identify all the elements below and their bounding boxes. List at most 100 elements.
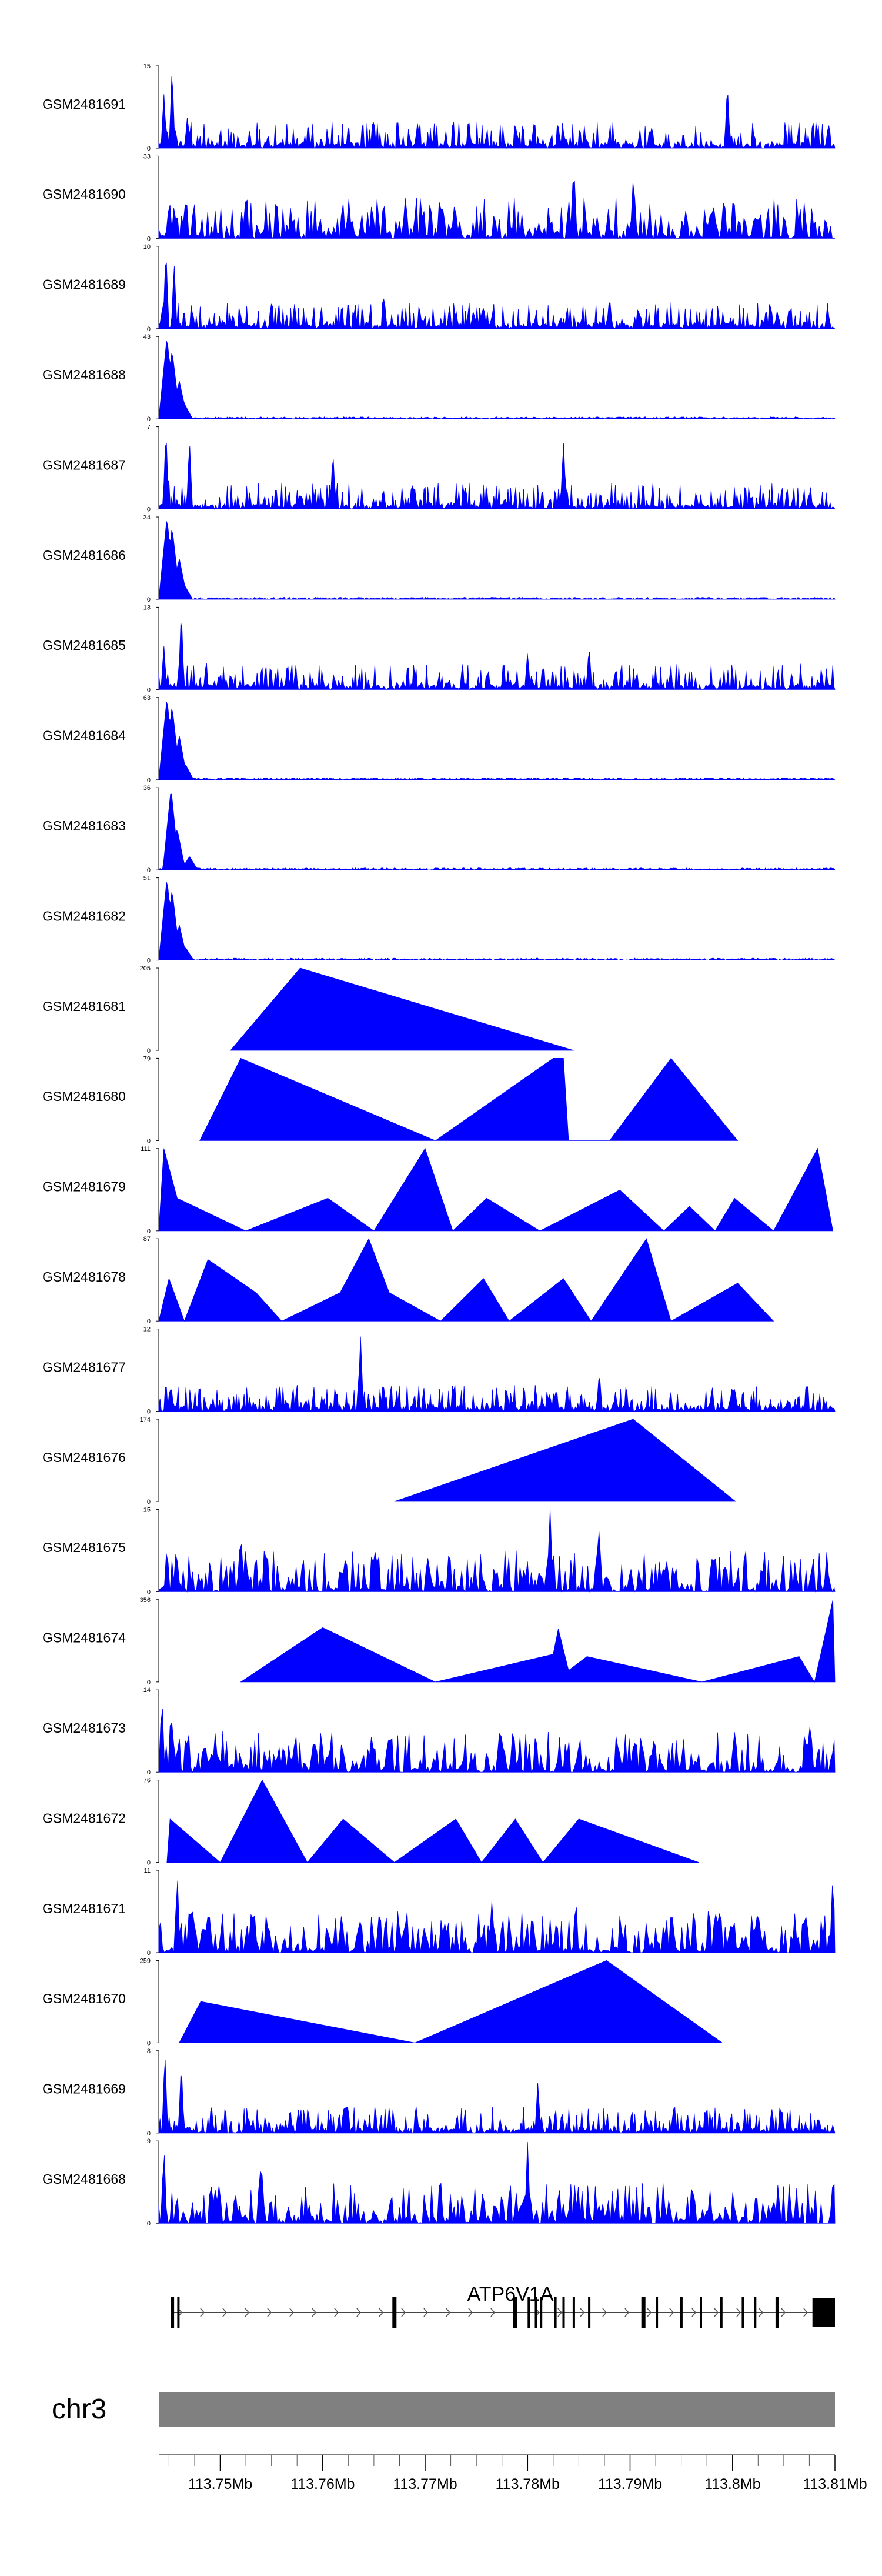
exon [540, 2297, 543, 2328]
chromosome-bar [159, 2392, 835, 2427]
track-label: GSM2481682 [42, 908, 126, 923]
y-max-label: 12 [143, 1326, 151, 1333]
coverage-area [158, 2060, 836, 2134]
track-GSM2481685: GSM2481685 13 0 [42, 604, 836, 693]
strand-arrow [624, 2308, 629, 2317]
track-GSM2481688: GSM2481688 43 0 [42, 333, 836, 423]
y-zero-label: 0 [147, 2220, 151, 2227]
track-GSM2481674: GSM2481674 356 0 [42, 1597, 836, 1686]
strand-arrow [602, 2308, 607, 2317]
y-zero-label: 0 [147, 2130, 151, 2137]
exon [812, 2298, 835, 2327]
track-GSM2481671: GSM2481671 11 0 [42, 1867, 836, 1957]
track-label: GSM2481677 [42, 1359, 126, 1374]
track-GSM2481676: GSM2481676 174 0 [42, 1416, 737, 1506]
track-label: GSM2481678 [42, 1269, 126, 1284]
y-max-label: 259 [140, 1957, 151, 1964]
strand-arrow [468, 2308, 473, 2317]
y-max-label: 79 [143, 1055, 151, 1062]
coverage-tracks: GSM2481691150GSM2481690330GSM2481689100G… [42, 63, 836, 2227]
coverage-area [158, 521, 836, 600]
y-zero-label: 0 [147, 1860, 151, 1867]
coverage-area [158, 180, 835, 239]
y-zero-label: 0 [147, 867, 151, 874]
axis-tick-label: 113.75Mb [188, 2476, 252, 2492]
y-zero-label: 0 [147, 1228, 151, 1235]
exon [171, 2297, 175, 2328]
track-label: GSM2481670 [42, 1991, 126, 2006]
y-zero-label: 0 [147, 145, 151, 152]
coverage-area [158, 1709, 836, 1773]
track-GSM2481684: GSM2481684 63 0 [42, 695, 836, 784]
strand-arrow [803, 2308, 808, 2317]
gene-name-label: ATP6V1A [467, 2283, 554, 2305]
y-max-label: 15 [143, 1506, 151, 1513]
track-GSM2481681: GSM2481681 205 0 [42, 965, 574, 1055]
track-label: GSM2481680 [42, 1089, 126, 1104]
exon [534, 2297, 537, 2328]
track-GSM2481675: GSM2481675 15 0 [42, 1506, 836, 1596]
coverage-area [158, 1147, 833, 1232]
gene-model-track: ATP6V1A [171, 2283, 835, 2328]
strand-arrow [557, 2308, 562, 2317]
y-max-label: 63 [143, 695, 151, 702]
coverage-area [199, 1057, 739, 1141]
track-label: GSM2481675 [42, 1540, 126, 1555]
coverage-area [158, 1336, 836, 1412]
y-zero-label: 0 [147, 1589, 151, 1596]
y-zero-label: 0 [147, 326, 151, 333]
coverage-area [158, 262, 836, 330]
genome-axis: 113.75Mb 113.76Mb 113.77Mb 113.78Mb 113.79Mb… [159, 2454, 867, 2492]
coverage-area [158, 1238, 774, 1322]
exon [700, 2297, 702, 2328]
track-label: GSM2481687 [42, 457, 126, 472]
track-GSM2481686: GSM2481686 34 0 [42, 514, 836, 603]
y-zero-label: 0 [147, 1499, 151, 1506]
coverage-area [158, 1880, 836, 1954]
y-zero-label: 0 [147, 1047, 151, 1055]
track-GSM2481672: GSM2481672 76 0 [42, 1777, 699, 1867]
track-GSM2481679: GSM2481679 111 0 [42, 1146, 833, 1235]
strand-arrow [669, 2308, 674, 2317]
y-max-label: 51 [143, 875, 151, 882]
strand-arrow [222, 2308, 227, 2317]
track-label: GSM2481674 [42, 1630, 126, 1646]
exon [656, 2297, 659, 2328]
coverage-area [158, 443, 836, 510]
y-max-label: 111 [141, 1146, 151, 1153]
y-max-label: 9 [147, 2138, 151, 2145]
exon [741, 2297, 744, 2328]
track-label: GSM2481669 [42, 2081, 126, 2097]
track-GSM2481680: GSM2481680 79 0 [42, 1055, 739, 1144]
exon [392, 2297, 397, 2328]
y-zero-label: 0 [147, 686, 151, 693]
track-label: GSM2481668 [42, 2171, 126, 2187]
y-max-label: 43 [143, 333, 151, 341]
strand-arrow [446, 2308, 450, 2317]
coverage-area [158, 341, 836, 419]
coverage-area [230, 967, 574, 1051]
strand-arrow [289, 2308, 294, 2317]
y-zero-label: 0 [147, 1137, 151, 1144]
coverage-area [394, 1419, 737, 1502]
strand-arrow [714, 2308, 719, 2317]
track-label: GSM2481684 [42, 728, 126, 743]
track-label: GSM2481671 [42, 1901, 126, 1916]
axis-tick-label: 113.8Mb [704, 2476, 760, 2492]
track-GSM2481689: GSM2481689 10 0 [42, 243, 836, 333]
track-label: GSM2481685 [42, 638, 126, 653]
strand-arrow [423, 2308, 428, 2317]
track-label: GSM2481690 [42, 186, 126, 202]
track-GSM2481670: GSM2481670 259 0 [42, 1957, 723, 2047]
track-label: GSM2481672 [42, 1810, 126, 1826]
coverage-area [158, 793, 836, 870]
strand-arrow [245, 2308, 249, 2317]
strand-arrow [580, 2308, 584, 2317]
track-GSM2481677: GSM2481677 12 0 [42, 1326, 836, 1416]
track-GSM2481678: GSM2481678 87 0 [42, 1236, 774, 1325]
y-zero-label: 0 [147, 1950, 151, 1957]
y-max-label: 34 [143, 514, 151, 521]
y-max-label: 7 [147, 424, 151, 431]
exon [527, 2297, 530, 2328]
